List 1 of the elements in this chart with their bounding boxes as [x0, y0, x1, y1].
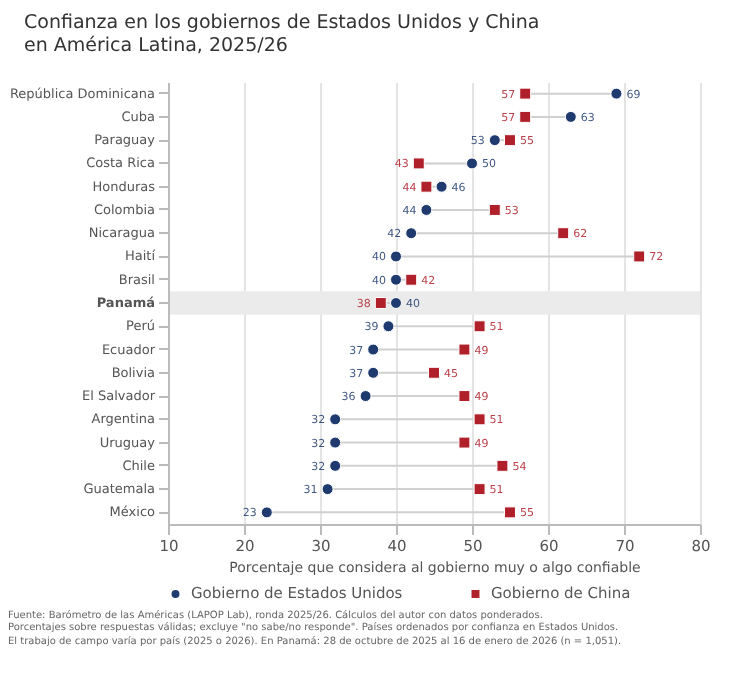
- chart-title: Confianza en los gobiernos de Estados Unidos y China en América Latina, 2025/26: [24, 12, 540, 57]
